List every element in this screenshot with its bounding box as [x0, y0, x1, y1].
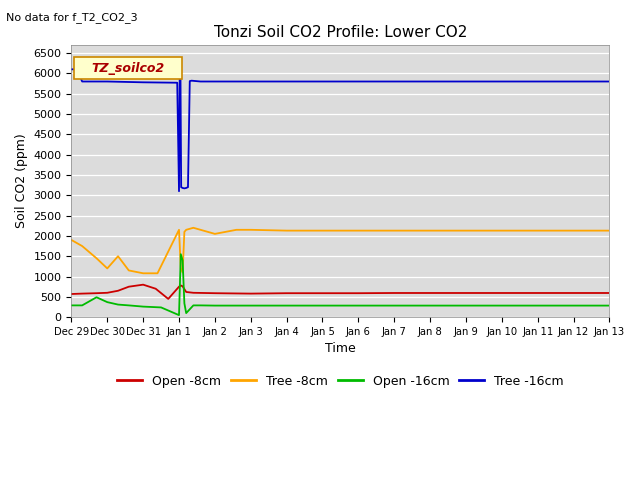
Y-axis label: Soil CO2 (ppm): Soil CO2 (ppm) [15, 133, 28, 228]
Title: Tonzi Soil CO2 Profile: Lower CO2: Tonzi Soil CO2 Profile: Lower CO2 [214, 24, 467, 39]
Text: No data for f_T2_CO2_3: No data for f_T2_CO2_3 [6, 12, 138, 23]
FancyBboxPatch shape [74, 57, 182, 79]
Legend: Open -8cm, Tree -8cm, Open -16cm, Tree -16cm: Open -8cm, Tree -8cm, Open -16cm, Tree -… [112, 370, 569, 393]
Text: TZ_soilco2: TZ_soilco2 [92, 61, 164, 74]
X-axis label: Time: Time [325, 342, 356, 356]
